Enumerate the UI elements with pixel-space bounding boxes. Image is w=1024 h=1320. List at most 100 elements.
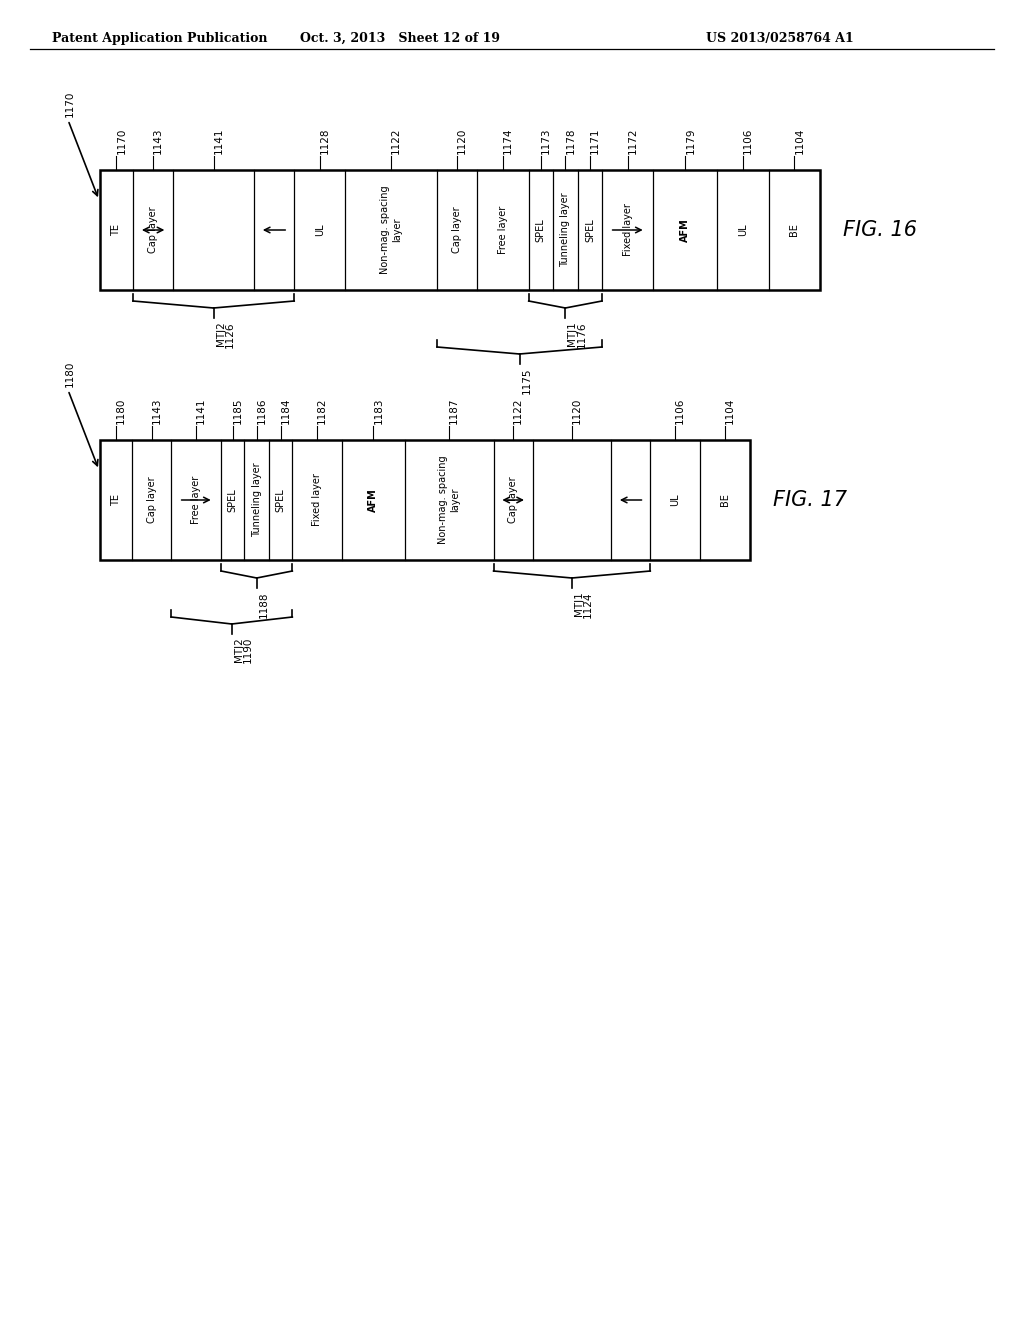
Text: MTJ2: MTJ2 xyxy=(233,638,244,661)
Text: Non-mag. spacing
layer: Non-mag. spacing layer xyxy=(381,186,402,275)
Bar xyxy=(650,440,700,560)
Bar xyxy=(294,170,345,290)
Text: 1170: 1170 xyxy=(117,128,127,154)
Bar xyxy=(437,170,477,290)
Text: 1175: 1175 xyxy=(521,367,531,393)
Bar xyxy=(171,440,221,560)
Bar xyxy=(100,170,820,290)
Text: 1183: 1183 xyxy=(374,397,383,424)
Text: 1171: 1171 xyxy=(590,128,600,154)
Text: 1180: 1180 xyxy=(65,360,75,387)
Text: FIG. 16: FIG. 16 xyxy=(843,220,918,240)
Text: 1128: 1128 xyxy=(319,128,330,154)
Bar xyxy=(269,440,292,560)
Text: 1120: 1120 xyxy=(572,397,582,424)
Text: Fixed layer: Fixed layer xyxy=(623,203,633,256)
Text: 1141: 1141 xyxy=(197,397,206,424)
Text: Oct. 3, 2013   Sheet 12 of 19: Oct. 3, 2013 Sheet 12 of 19 xyxy=(300,32,500,45)
Bar xyxy=(292,440,342,560)
Text: UL: UL xyxy=(738,223,749,236)
Text: 1188: 1188 xyxy=(259,591,268,618)
Text: 1120: 1120 xyxy=(458,128,467,154)
Bar xyxy=(173,170,254,290)
Bar xyxy=(342,440,404,560)
Text: Cap layer: Cap layer xyxy=(508,477,518,523)
Text: TE: TE xyxy=(112,224,122,236)
Bar xyxy=(611,440,650,560)
Text: 1170: 1170 xyxy=(65,91,75,117)
Bar xyxy=(477,170,528,290)
Text: 1173: 1173 xyxy=(541,128,551,154)
Text: Cap layer: Cap layer xyxy=(453,207,462,253)
Text: TE: TE xyxy=(111,494,121,506)
Bar xyxy=(100,440,132,560)
Bar xyxy=(553,170,579,290)
Bar xyxy=(100,440,750,560)
Text: 1104: 1104 xyxy=(795,128,804,154)
Text: Fixed layer: Fixed layer xyxy=(312,474,323,527)
Text: Free layer: Free layer xyxy=(498,206,508,255)
Text: 1184: 1184 xyxy=(281,397,291,424)
Text: 1106: 1106 xyxy=(743,128,753,154)
Bar xyxy=(245,440,269,560)
Text: SPEL: SPEL xyxy=(536,218,546,242)
Text: Tunneling layer: Tunneling layer xyxy=(560,193,570,268)
Text: Tunneling layer: Tunneling layer xyxy=(252,463,262,537)
Bar xyxy=(133,170,173,290)
Text: Cap layer: Cap layer xyxy=(146,477,157,523)
Text: 1143: 1143 xyxy=(154,128,163,154)
Bar xyxy=(718,170,769,290)
Text: Patent Application Publication: Patent Application Publication xyxy=(52,32,267,45)
Bar xyxy=(653,170,718,290)
Text: 1106: 1106 xyxy=(675,397,685,424)
Text: 1176: 1176 xyxy=(577,321,587,347)
Text: 1122: 1122 xyxy=(513,397,523,424)
Text: MTJ1: MTJ1 xyxy=(567,321,578,346)
Text: 1124: 1124 xyxy=(583,591,593,618)
Text: 1126: 1126 xyxy=(224,321,234,347)
Text: 1174: 1174 xyxy=(503,128,513,154)
Bar xyxy=(532,440,611,560)
Bar xyxy=(769,170,820,290)
Bar xyxy=(404,440,494,560)
Text: FIG. 17: FIG. 17 xyxy=(773,490,847,510)
Text: 1179: 1179 xyxy=(685,128,695,154)
Bar xyxy=(345,170,437,290)
Bar xyxy=(528,170,553,290)
Text: MTJ2: MTJ2 xyxy=(216,321,225,346)
Text: 1182: 1182 xyxy=(317,397,328,424)
Text: 1178: 1178 xyxy=(565,128,575,154)
Text: SPEL: SPEL xyxy=(585,218,595,242)
Text: US 2013/0258764 A1: US 2013/0258764 A1 xyxy=(707,32,854,45)
Text: 1186: 1186 xyxy=(257,397,266,424)
Text: Cap layer: Cap layer xyxy=(148,207,158,253)
Text: BE: BE xyxy=(720,494,730,507)
Bar xyxy=(579,170,602,290)
Text: AFM: AFM xyxy=(369,488,378,512)
Text: 1190: 1190 xyxy=(243,638,253,664)
Text: Free layer: Free layer xyxy=(191,477,201,524)
Text: 1141: 1141 xyxy=(214,128,223,154)
Text: 1122: 1122 xyxy=(391,128,401,154)
Bar xyxy=(700,440,750,560)
Text: UL: UL xyxy=(314,223,325,236)
Text: AFM: AFM xyxy=(680,218,690,242)
Text: 1172: 1172 xyxy=(628,128,638,154)
Text: SPEL: SPEL xyxy=(275,488,286,512)
Bar xyxy=(221,440,245,560)
Bar xyxy=(132,440,171,560)
Text: BE: BE xyxy=(790,223,800,236)
Text: Non-mag. spacing
layer: Non-mag. spacing layer xyxy=(438,455,460,544)
Text: 1104: 1104 xyxy=(725,397,735,424)
Text: MTJ1: MTJ1 xyxy=(573,591,584,615)
Bar xyxy=(602,170,653,290)
Bar xyxy=(254,170,294,290)
Text: 1143: 1143 xyxy=(152,397,162,424)
Text: 1180: 1180 xyxy=(116,397,126,424)
Text: 1185: 1185 xyxy=(232,397,243,424)
Text: 1187: 1187 xyxy=(450,397,459,424)
Text: SPEL: SPEL xyxy=(227,488,238,512)
Text: UL: UL xyxy=(670,494,680,507)
Bar xyxy=(100,170,133,290)
Bar xyxy=(494,440,532,560)
